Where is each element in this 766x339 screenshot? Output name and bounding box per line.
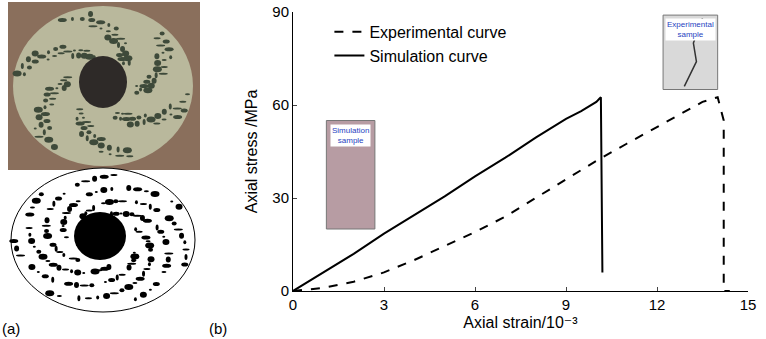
svg-text:Simulationsample: Simulationsample [332,126,369,145]
svg-text:Experimentalsample: Experimentalsample [667,20,714,39]
svg-text:9: 9 [562,296,570,313]
svg-text:30: 30 [272,189,289,206]
svg-text:Axial strain/10⁻³: Axial strain/10⁻³ [463,314,578,331]
svg-text:12: 12 [649,296,666,313]
svg-text:60: 60 [272,96,289,113]
svg-text:15: 15 [740,296,757,313]
svg-text:6: 6 [471,296,479,313]
svg-text:90: 90 [272,3,289,20]
svg-text:Experimental curve: Experimental curve [369,24,506,41]
svg-text:3: 3 [380,296,388,313]
svg-text:0: 0 [281,282,289,299]
svg-text:0: 0 [289,296,297,313]
svg-text:Simulation curve: Simulation curve [369,48,487,65]
html-text:(a): (a) [2,320,21,337]
html-text:(b): (b) [209,320,228,337]
svg-text:Axial stress /MPa: Axial stress /MPa [243,90,260,214]
